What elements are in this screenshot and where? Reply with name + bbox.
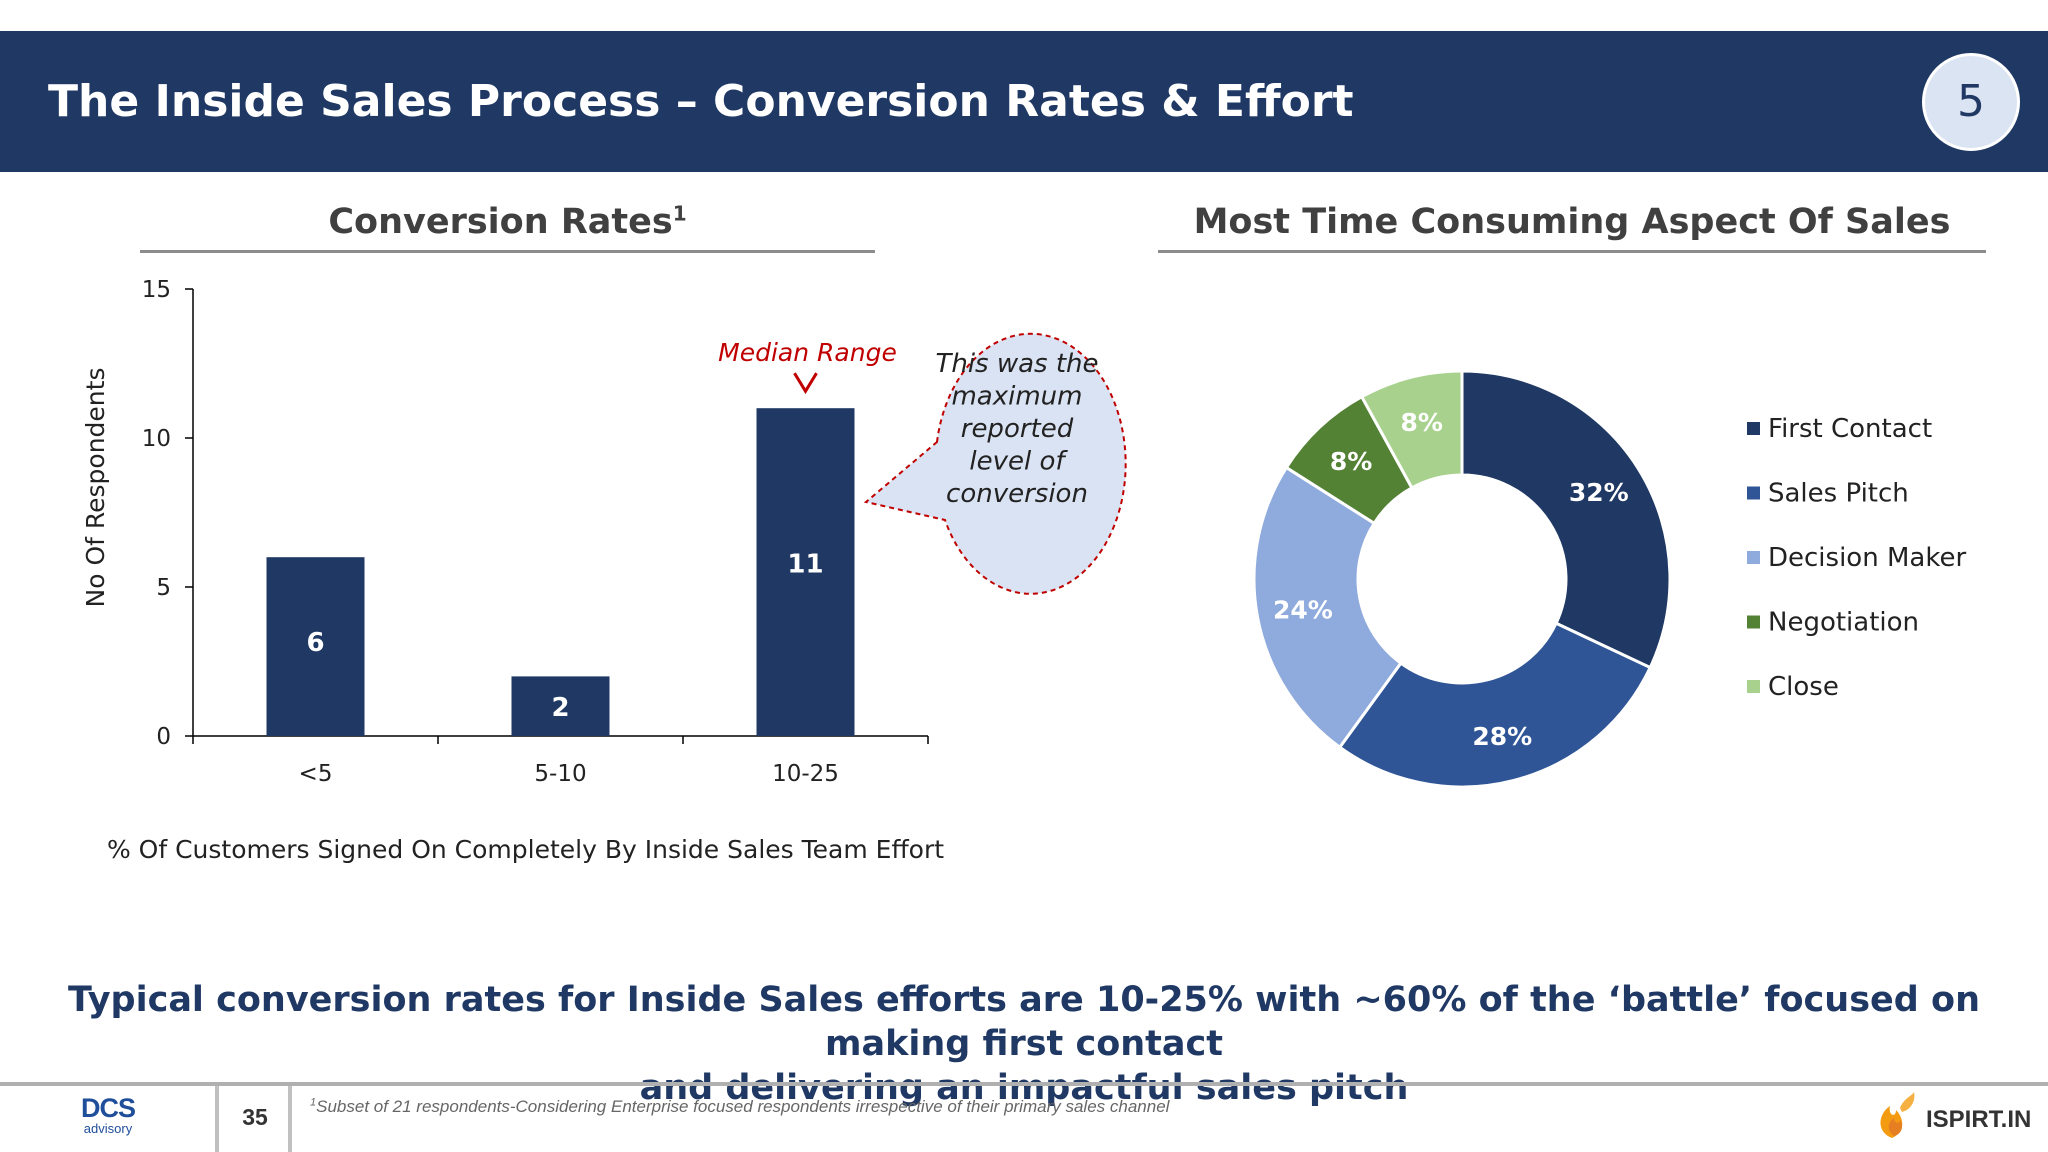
takeaway-line-1: Typical conversion rates for Inside Sale… (67, 980, 1980, 1064)
section-number-badge: 5 (1922, 53, 2020, 151)
y-axis-title: No Of Respondents (81, 368, 110, 608)
callout-text-line: level of (969, 447, 1068, 477)
legend-label: Close (1768, 672, 1839, 702)
dcs-logo-text: DCS (80, 1093, 136, 1123)
legend-swatch (1747, 486, 1760, 500)
donut-slice (1252, 465, 1403, 750)
callout-bubble (863, 332, 1127, 595)
footnote-text: Subset of 21 respondents-Considering Ent… (316, 1097, 1170, 1116)
slide-title: The Inside Sales Process – Conversion Ra… (48, 76, 1354, 127)
x-axis-title: % Of Customers Signed On Completely By I… (107, 835, 944, 864)
donut-slice (1359, 369, 1464, 490)
y-tick-label: 10 (142, 426, 171, 452)
legend-swatch (1747, 680, 1760, 693)
callout-text-line: conversion (946, 479, 1088, 509)
bar-chart: 0 5 10 15 6 <5 2 5-10 11 10-25 No Of Respondents % … (81, 277, 944, 864)
median-chevron-icon (793, 372, 818, 395)
bar-chart-title-rule (140, 250, 875, 253)
median-range-label: Median Range (718, 338, 897, 367)
bar-chart-title: Conversion Rates1 (140, 202, 875, 242)
dcs-advisory-logo: DCS advisory (78, 1094, 138, 1136)
legend-swatch (1747, 551, 1760, 564)
y-tick-label: 0 (156, 724, 171, 750)
legend-swatch (1747, 422, 1760, 435)
legend-swatch (1747, 615, 1760, 629)
donut-legend: First Contact Sales Pitch Decision Maker Ne… (1747, 414, 1966, 702)
callout-text-line: reported (961, 414, 1074, 444)
key-takeaway: Typical conversion rates for Inside Sale… (20, 978, 2028, 1110)
donut-data-label: 8% (1330, 447, 1372, 476)
ispirt-logo: ISPIRT.IN (1870, 1088, 2040, 1144)
footer-divider (288, 1086, 292, 1152)
legend-label: Negotiation (1768, 608, 1919, 638)
dcs-logo-subtext: advisory (83, 1121, 133, 1136)
y-tick-label: 15 (142, 277, 171, 303)
donut-slice (1337, 621, 1653, 789)
footer-rule (0, 1082, 2048, 1086)
donut-data-label: 28% (1472, 722, 1532, 751)
bar-data-label: 6 (306, 628, 324, 658)
legend-label: Sales Pitch (1768, 479, 1909, 509)
donut-data-label: 32% (1569, 478, 1629, 507)
x-tick-label: 5-10 (534, 761, 586, 787)
donut-data-label: 8% (1400, 408, 1442, 437)
bar (266, 557, 365, 736)
bar (756, 408, 855, 736)
footnote: 1Subset of 21 respondents-Considering En… (310, 1097, 1169, 1117)
x-tick-label: <5 (299, 761, 333, 787)
donut-data-label: 24% (1273, 595, 1333, 624)
y-tick-label: 5 (156, 575, 171, 601)
footnote-mark: 1 (310, 1096, 317, 1109)
donut-chart-title-rule (1158, 250, 1986, 253)
x-tick-label: 10-25 (772, 761, 839, 787)
ispirt-brand: ISPIRT.IN (1926, 1106, 2032, 1133)
flame-icon (1880, 1092, 1915, 1138)
takeaway-line-2: and delivering an impactful sales pitch (639, 1068, 1409, 1108)
donut-slice (1460, 369, 1672, 670)
callout-text-line: maximum (951, 382, 1082, 412)
bar-data-label: 11 (787, 549, 823, 579)
slide-header: The Inside Sales Process – Conversion Ra… (0, 31, 2048, 172)
footnote-marker: 1 (672, 201, 687, 226)
bar (511, 676, 610, 736)
legend-label: First Contact (1768, 414, 1932, 444)
bar-data-label: 2 (551, 693, 569, 723)
callout-text-line: This was the (935, 349, 1098, 379)
footer-divider (215, 1086, 219, 1152)
page-number: 35 (242, 1104, 268, 1130)
legend-label: Decision Maker (1768, 543, 1966, 573)
donut-chart-title: Most Time Consuming Aspect Of Sales (1193, 202, 1951, 242)
bar-chart-title-text: Conversion Rates (328, 202, 673, 242)
donut-chart: 32% 28% 24% 8% 8% (1252, 369, 1672, 789)
